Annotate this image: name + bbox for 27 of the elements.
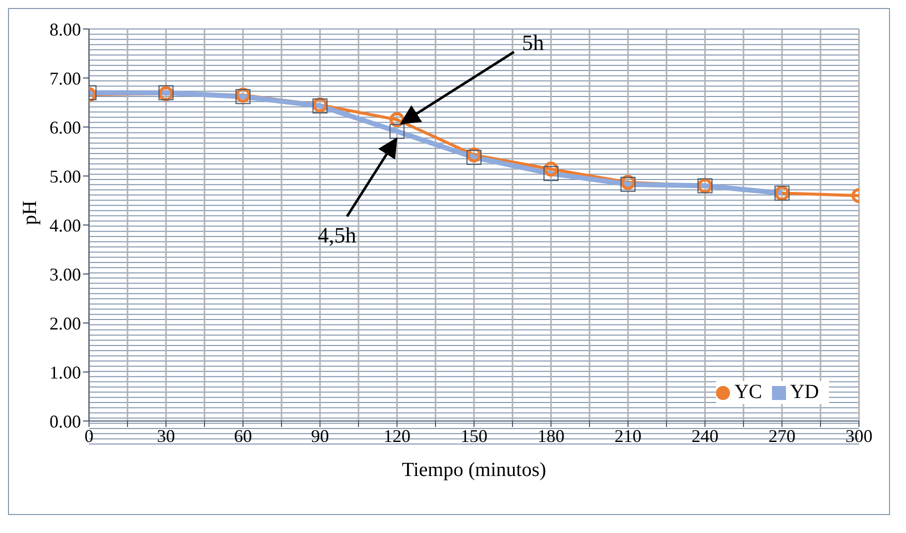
x-tick-label: 120 bbox=[384, 426, 410, 446]
x-tick-label: 0 bbox=[84, 426, 94, 446]
y-tick-label: 6.00 bbox=[50, 117, 81, 138]
y-tick-label: 1.00 bbox=[50, 362, 81, 382]
y-tick-label: 3.00 bbox=[50, 264, 81, 284]
x-tick-label: 60 bbox=[234, 426, 252, 446]
y-tick-label: 4.00 bbox=[50, 215, 81, 236]
x-tick-label: 270 bbox=[768, 426, 796, 446]
legend-label: YC bbox=[734, 381, 762, 403]
x-tick-label: 210 bbox=[614, 426, 642, 446]
y-tick-label: 0.00 bbox=[50, 411, 81, 432]
y-tick-label: 5.00 bbox=[50, 166, 81, 186]
x-tick-label: 300 bbox=[846, 426, 872, 446]
annotation: 4,5h bbox=[318, 222, 356, 248]
x-tick-label: 240 bbox=[692, 426, 718, 446]
x-tick-label: 90 bbox=[311, 426, 329, 446]
annotation: 5h bbox=[522, 30, 544, 55]
y-tick-label: 8.00 bbox=[50, 19, 81, 40]
legend-label: YD bbox=[790, 381, 819, 403]
x-axis-title: Tiempo (minutos) bbox=[402, 459, 546, 481]
y-axis-title: pH bbox=[19, 200, 42, 225]
y-tick-label: 7.00 bbox=[50, 68, 81, 88]
x-tick-label: 30 bbox=[157, 426, 175, 446]
x-tick-label: 180 bbox=[538, 426, 564, 446]
x-tick-label: 150 bbox=[460, 426, 488, 446]
y-tick-label: 2.00 bbox=[50, 313, 81, 334]
point bbox=[544, 162, 558, 177]
